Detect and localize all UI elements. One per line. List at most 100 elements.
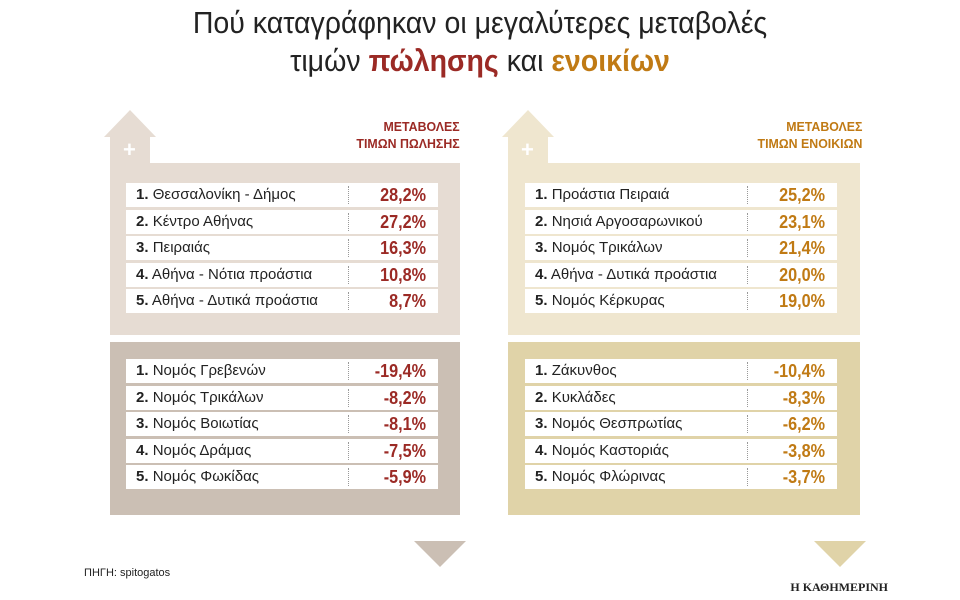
rent-bottom-row: 3. Νομός Θεσπρωτίας -6,2% xyxy=(525,412,837,437)
sale-bottom-name: Νομός Τρικάλων xyxy=(152,388,264,406)
rent-top-name: Νομός Τρικάλων xyxy=(551,239,663,257)
rent-table-title: ΜΕΤΑΒΟΛΕΣ ΤΙΜΩΝ ΕΝΟΙΚΙΩΝ xyxy=(757,118,862,152)
rent-bottom-rank: 3. xyxy=(535,415,548,433)
sale-top-rank: 1. xyxy=(136,186,149,203)
title-highlight-rent: ενοικίων xyxy=(551,43,670,78)
sale-bottom-rank: 3. xyxy=(136,415,149,433)
rent-top-row: 5. Νομός Κέρκυρας 19,0% xyxy=(525,289,837,314)
sale-top-name: Κέντρο Αθήνας xyxy=(152,212,254,230)
rent-top-value: 20,0% xyxy=(779,264,825,285)
sale-top-rank: 3. xyxy=(136,239,149,257)
rent-bottom-name: Νομός Καστοριάς xyxy=(551,441,669,459)
rent-bottom-row: 2. Κυκλάδες -8,3% xyxy=(525,385,837,410)
sale-top-divider xyxy=(348,292,349,311)
rent-top-rank: 2. xyxy=(535,212,548,230)
rent-top-name: Νομός Κέρκυρας xyxy=(551,292,665,310)
rent-title-line-2: ΤΙΜΩΝ ΕΝΟΙΚΙΩΝ xyxy=(757,136,862,151)
rent-bottom-rank: 4. xyxy=(535,441,548,459)
sale-top-row-label: 3. Πειραιάς xyxy=(136,239,210,257)
rent-top-row: 4. Αθήνα - Δυτικά προάστια 20,0% xyxy=(525,262,837,287)
sale-bottom-name: Νομός Γρεβενών xyxy=(152,362,266,379)
sale-bottom-value: -8,1% xyxy=(383,414,426,435)
sale-bottom-divider xyxy=(348,388,349,407)
sale-plus-icon: + xyxy=(123,137,136,162)
sale-top-divider xyxy=(348,212,349,231)
rent-top-row-label: 3. Νομός Τρικάλων xyxy=(535,239,662,257)
rent-top-row-label: 2. Νησιά Αργοσαρωνικού xyxy=(535,213,703,231)
rent-top-name: Προάστια Πειραιά xyxy=(551,186,670,203)
rent-bottom-name: Ζάκυνθος xyxy=(551,362,617,379)
rent-top-row: 1. Προάστια Πειραιά 25,2% xyxy=(525,183,837,207)
sale-top-row: 3. Πειραιάς 16,3% xyxy=(126,236,438,261)
rent-bottom-name: Κυκλάδες xyxy=(551,388,616,406)
rent-top-value: 21,4% xyxy=(779,238,825,259)
rent-bottom-rank: 2. xyxy=(535,388,548,406)
rent-top-row: 2. Νησιά Αργοσαρωνικού 23,1% xyxy=(525,209,837,234)
rent-bottom-row-label: 2. Κυκλάδες xyxy=(535,389,616,407)
sale-bottom-value: -8,2% xyxy=(383,387,426,408)
sale-top-row-label: 4. Αθήνα - Νότια προάστια xyxy=(136,266,312,284)
sale-top-name: Θεσσαλονίκη - Δήμος xyxy=(152,186,296,203)
rent-bottom-divider xyxy=(747,441,748,460)
brand-logo: Η ΚΑΘΗΜΕΡΙΝΗ xyxy=(790,580,888,594)
sale-top-divider xyxy=(348,265,349,284)
title-word-and: και xyxy=(506,43,544,78)
rent-top-rank: 3. xyxy=(535,239,548,257)
sale-top-value: 28,2% xyxy=(380,185,426,205)
sale-bottom-row: 1. Νομός Γρεβενών -19,4% xyxy=(126,359,438,383)
title-word-prices: τιμών xyxy=(290,43,361,78)
rent-top-name: Αθήνα - Δυτικά προάστια xyxy=(550,265,717,283)
sale-top-row-label: 1. Θεσσαλονίκη - Δήμος xyxy=(136,186,296,204)
rent-top-row-label: 4. Αθήνα - Δυτικά προάστια xyxy=(535,266,717,284)
sale-title-line-2: ΤΙΜΩΝ ΠΩΛΗΣΗΣ xyxy=(356,136,460,151)
rent-top-value: 19,0% xyxy=(779,291,825,312)
sale-bottom-row-label: 1. Νομός Γρεβενών xyxy=(136,362,266,380)
rent-bottom-value: -6,2% xyxy=(782,414,825,435)
sale-bottom-divider xyxy=(348,441,349,460)
rent-top-divider xyxy=(747,239,748,258)
sale-top-row-label: 5. Αθήνα - Δυτικά προάστια xyxy=(136,292,318,310)
rent-top-value: 25,2% xyxy=(779,185,825,205)
sale-bottom-value: -5,9% xyxy=(383,467,426,488)
rent-plus-icon: + xyxy=(521,137,534,162)
rent-top-rank: 4. xyxy=(535,265,548,283)
rent-bottom-rank: 1. xyxy=(535,362,548,379)
rent-top-divider xyxy=(747,186,748,204)
rent-bottom-divider xyxy=(747,415,748,434)
sale-top-row-label: 2. Κέντρο Αθήνας xyxy=(136,213,253,231)
sale-bottom-row: 5. Νομός Φωκίδας -5,9% xyxy=(126,465,438,490)
sale-top-row: 1. Θεσσαλονίκη - Δήμος 28,2% xyxy=(126,183,438,207)
sale-bottom-row: 4. Νομός Δράμας -7,5% xyxy=(126,438,438,463)
sale-top-name: Αθήνα - Δυτικά προάστια xyxy=(151,292,318,310)
sale-top-value: 10,8% xyxy=(380,264,426,285)
rent-top-value: 23,1% xyxy=(779,211,825,232)
rent-bottom-value: -8,3% xyxy=(782,387,825,408)
rent-top-row-label: 1. Προάστια Πειραιά xyxy=(535,186,669,204)
rent-bottom-row-label: 5. Νομός Φλώρινας xyxy=(535,468,665,486)
title-line-1: Πού καταγράφηκαν οι μεγαλύτερες μεταβολέ… xyxy=(192,5,768,40)
rent-bottom-rank: 5. xyxy=(535,468,548,486)
rent-bottom-name: Νομός Φλώρινας xyxy=(551,468,666,486)
sale-bottom-rank: 1. xyxy=(136,362,149,379)
rent-title-line-1: ΜΕΤΑΒΟΛΕΣ xyxy=(785,119,862,134)
sale-bottom-rank: 2. xyxy=(136,388,149,406)
rent-top-divider xyxy=(747,292,748,311)
sale-bottom-row: 2. Νομός Τρικάλων -8,2% xyxy=(126,385,438,410)
rent-top-row: 3. Νομός Τρικάλων 21,4% xyxy=(525,236,837,261)
rent-bottom-value: -3,7% xyxy=(782,467,825,488)
title-highlight-sale: πώλησης xyxy=(368,43,499,78)
sale-top-divider xyxy=(348,186,349,204)
sale-title-line-1: ΜΕΤΑΒΟΛΕΣ xyxy=(383,119,460,134)
sale-bottom-name: Νομός Φωκίδας xyxy=(152,468,260,486)
sale-top-name: Πειραιάς xyxy=(152,239,210,257)
sale-top-rank: 2. xyxy=(136,212,149,230)
sale-bottom-value: -7,5% xyxy=(383,440,426,461)
title-line-2: τιμών πώλησης και ενοικίων xyxy=(38,42,921,80)
rent-top-rank: 5. xyxy=(535,292,548,310)
sale-bottom-name: Νομός Δράμας xyxy=(152,441,252,459)
rent-bottom-row: 1. Ζάκυνθος -10,4% xyxy=(525,359,837,383)
sale-top-value: 27,2% xyxy=(380,211,426,232)
sale-top-rank: 5. xyxy=(136,292,149,310)
sale-top-row: 4. Αθήνα - Νότια προάστια 10,8% xyxy=(126,262,438,287)
rent-bottom-row: 4. Νομός Καστοριάς -3,8% xyxy=(525,438,837,463)
